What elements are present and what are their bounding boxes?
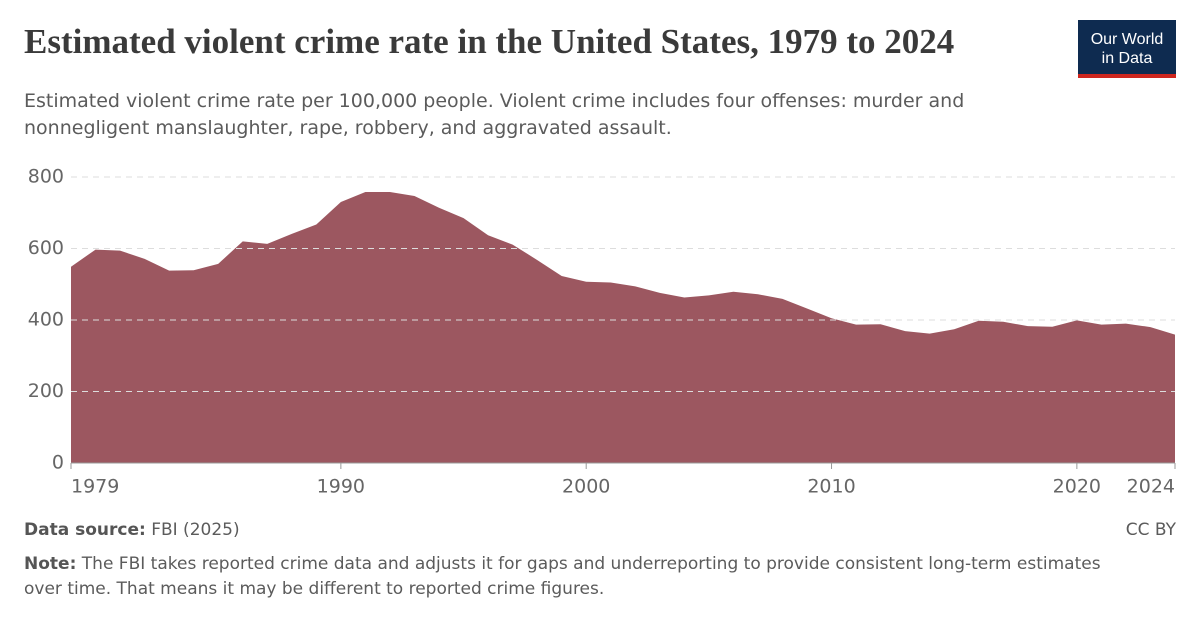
logo[interactable]: Our World in Data [1078,20,1176,78]
x-tick-label: 1990 [317,476,365,498]
note: Note: The FBI takes reported crime data … [24,552,1104,602]
license[interactable]: CC BY [1125,520,1176,540]
y-tick-label: 0 [52,452,64,474]
x-tick-label: 1979 [71,476,119,498]
y-tick-label: 800 [28,166,64,188]
source-label: Data source: [24,520,146,540]
source: Data source: FBI (2025) [24,520,240,540]
chart-subtitle: Estimated violent crime rate per 100,000… [24,90,965,139]
area [71,192,1175,463]
y-tick-label: 200 [28,380,64,402]
logo-line: in Data [1101,50,1153,67]
x-tick-label: 2010 [807,476,855,498]
x-tick-label: 2000 [562,476,610,498]
y-tick-label: 400 [28,309,64,331]
x-tick-label: 2024 [1127,476,1175,498]
source-text: FBI (2025) [151,520,240,540]
note-text: The FBI takes reported crime data and ad… [24,554,1101,599]
chart-title: Estimated violent crime rate in the Unit… [24,22,955,61]
x-tick-label: 2020 [1053,476,1101,498]
y-tick-label: 600 [28,237,64,259]
note-label: Note: [24,554,77,574]
logo-line: Our World [1090,31,1164,48]
